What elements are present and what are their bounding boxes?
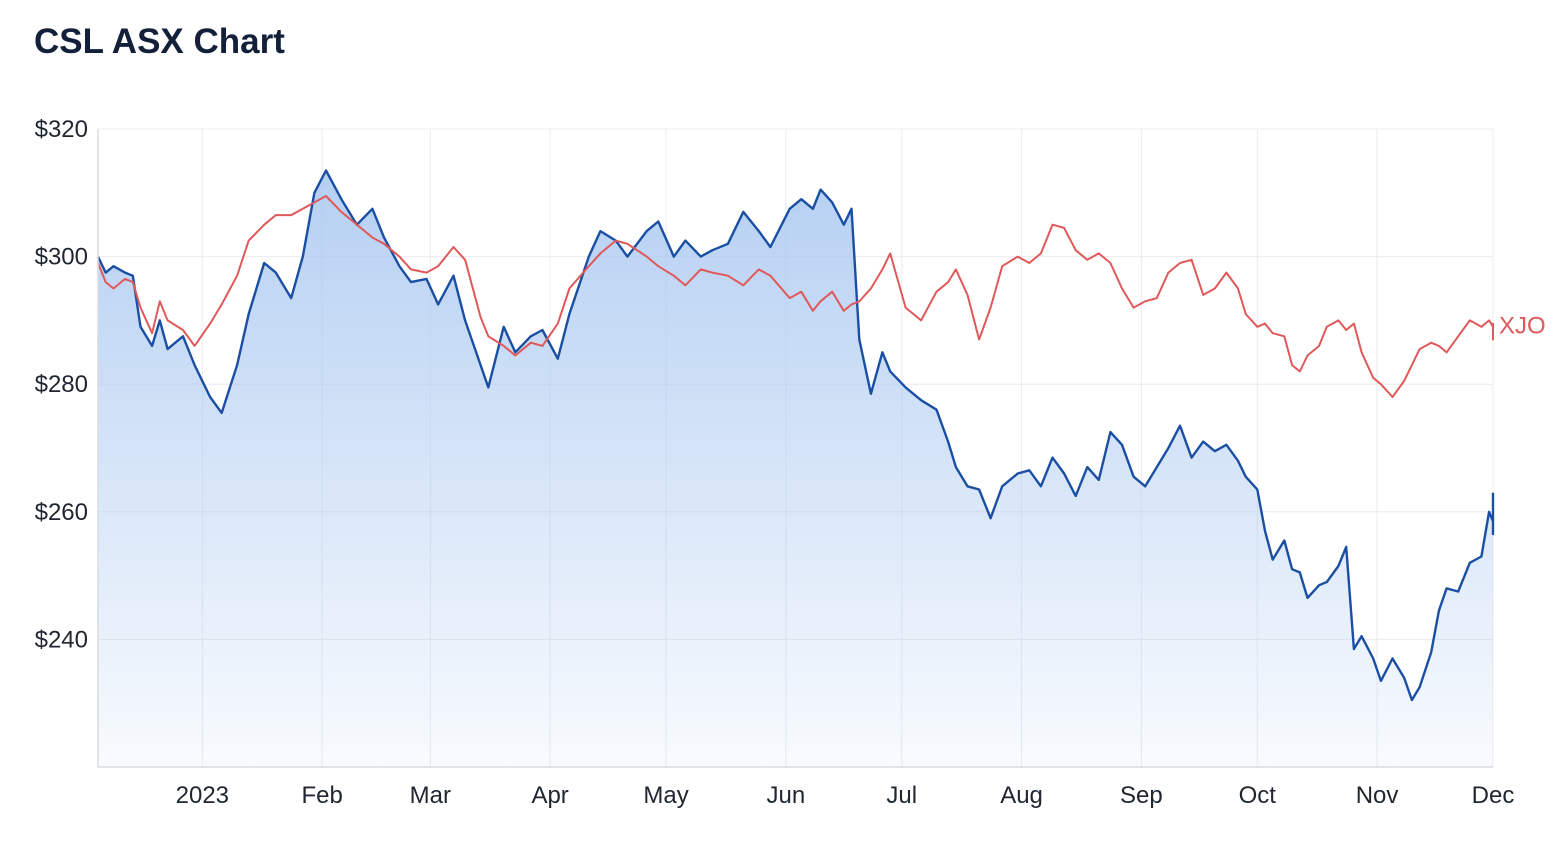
x-tick-label: Sep (1120, 782, 1163, 809)
x-tick-label: Aug (1000, 782, 1043, 809)
x-tick-label: Mar (410, 782, 451, 809)
x-tick-label: May (643, 782, 688, 809)
chart-axes: $320 $300 $280 $260 $240 2023 Feb Mar Apr May Jun J… (35, 116, 1546, 809)
x-tick-label: 2023 (176, 782, 229, 809)
y-tick-label: $260 (35, 499, 88, 526)
y-tick-label: $240 (35, 626, 88, 653)
x-tick-label: Jul (886, 782, 917, 809)
page-title: CSL ASX Chart (34, 22, 285, 61)
x-tick-label: Dec (1472, 782, 1515, 809)
x-tick-label: Feb (301, 782, 342, 809)
chart-series (96, 169, 1495, 767)
x-tick-label: Nov (1356, 782, 1399, 809)
y-tick-label: $320 (35, 116, 88, 143)
csl-line (96, 169, 1495, 702)
series-label-xjo: XJO (1499, 313, 1546, 340)
x-tick-label: Oct (1239, 782, 1277, 809)
x-tick-label: Jun (766, 782, 805, 809)
y-tick-label: $280 (35, 371, 88, 398)
xjo-line (97, 195, 1494, 398)
y-tick-label: $300 (35, 244, 88, 271)
csl-area (98, 170, 1493, 767)
x-tick-label: Apr (531, 782, 568, 809)
